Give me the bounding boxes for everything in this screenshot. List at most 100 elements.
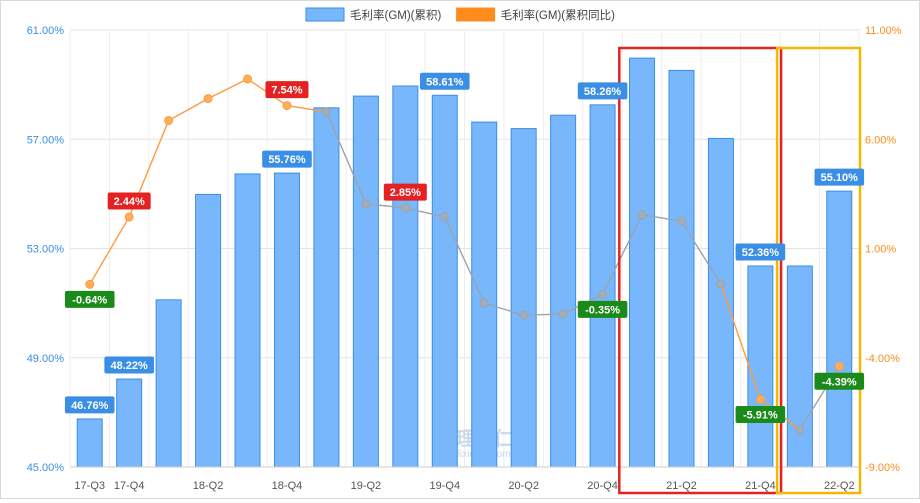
bar-gm-18-Q3 bbox=[234, 173, 261, 468]
bar-gm-21-Q4 bbox=[747, 265, 774, 468]
y-left-tick-label: 45.00% bbox=[27, 462, 65, 474]
yoy-line-segment bbox=[720, 284, 762, 400]
bar-gm-18-Q4 bbox=[273, 172, 300, 468]
yoy-line-segment bbox=[286, 104, 327, 113]
highlight-box bbox=[775, 46, 862, 495]
yoy-line-segment bbox=[484, 302, 524, 316]
point-yoy-19-Q2 bbox=[361, 199, 371, 209]
data-label-bg bbox=[265, 81, 309, 99]
bar-gm-19-Q1 bbox=[313, 107, 340, 468]
point-yoy-21-Q3 bbox=[716, 279, 726, 289]
x-tick-label: 20-Q4 bbox=[587, 480, 618, 492]
legend-label: 毛利率(GM)(累积) bbox=[350, 8, 442, 22]
yoy-line-segment bbox=[523, 313, 564, 316]
point-yoy-19-Q1 bbox=[321, 107, 331, 117]
data-label: 58.61% bbox=[426, 76, 464, 88]
data-label: -5.91% bbox=[743, 409, 778, 421]
point-yoy-17-Q4 bbox=[124, 212, 134, 222]
point-yoy-21-Q2 bbox=[676, 216, 686, 226]
bar-gm-22-Q1 bbox=[786, 265, 813, 468]
data-label-bg bbox=[64, 396, 115, 414]
point-yoy-19-Q4 bbox=[440, 212, 450, 222]
data-label-bg bbox=[735, 243, 786, 261]
yoy-line-segment bbox=[444, 216, 485, 304]
x-tick-label: 21-Q2 bbox=[666, 480, 697, 492]
bar-gm-21-Q1 bbox=[629, 57, 656, 468]
data-label: 48.22% bbox=[111, 360, 149, 372]
yoy-line-segment bbox=[405, 207, 445, 218]
y-left-tick-label: 49.00% bbox=[27, 353, 65, 365]
point-yoy-20-Q2 bbox=[519, 310, 529, 320]
point-yoy-21-Q4 bbox=[755, 394, 765, 404]
data-label: 2.44% bbox=[114, 196, 145, 208]
x-tick-label: 20-Q2 bbox=[508, 480, 539, 492]
highlight-box bbox=[618, 46, 783, 495]
y-right-tick-label: -9.00% bbox=[865, 462, 900, 474]
y-right-tick-label: -4.00% bbox=[865, 353, 900, 365]
point-yoy-18-Q4 bbox=[282, 101, 292, 111]
point-yoy-18-Q3 bbox=[243, 74, 253, 84]
point-yoy-18-Q1 bbox=[164, 115, 174, 125]
point-yoy-20-Q1 bbox=[479, 298, 489, 308]
bar-gm-20-Q4 bbox=[589, 104, 616, 468]
legend-swatch bbox=[305, 7, 345, 22]
bar-gm-22-Q2 bbox=[826, 190, 853, 468]
data-label-bg bbox=[383, 183, 427, 201]
x-tick-label: 18-Q2 bbox=[193, 480, 224, 492]
data-label-bg bbox=[577, 300, 628, 318]
bar-gm-19-Q4 bbox=[431, 94, 458, 468]
bar-gm-20-Q1 bbox=[471, 121, 498, 468]
y-left-tick-label: 61.00% bbox=[27, 25, 65, 37]
legend-label: 毛利率(GM)(累积同比) bbox=[501, 8, 616, 22]
y-right-tick-label: 11.00% bbox=[865, 25, 902, 37]
data-label: -0.35% bbox=[585, 304, 620, 316]
data-label-bg bbox=[814, 372, 865, 390]
bar-gm-17-Q3 bbox=[76, 418, 103, 468]
x-tick-label: 17-Q4 bbox=[114, 480, 145, 492]
yoy-line-segment bbox=[89, 216, 130, 285]
data-label: 55.10% bbox=[821, 172, 859, 184]
data-label: 2.85% bbox=[390, 187, 421, 199]
y-left-tick-label: 53.00% bbox=[27, 244, 65, 256]
bar-gm-17-Q4 bbox=[116, 378, 143, 468]
data-label-bg bbox=[735, 405, 786, 423]
data-label: 7.54% bbox=[271, 85, 302, 97]
yoy-line-segment bbox=[207, 78, 248, 100]
x-tick-label: 19-Q4 bbox=[429, 480, 460, 492]
bar-gm-19-Q3 bbox=[392, 85, 419, 468]
y-right-tick-label: 6.00% bbox=[865, 134, 896, 146]
x-tick-label: 22-Q2 bbox=[824, 480, 855, 492]
bar-gm-20-Q3 bbox=[550, 114, 577, 468]
data-label-bg bbox=[262, 150, 312, 168]
point-yoy-21-Q1 bbox=[637, 210, 647, 220]
point-yoy-17-Q3 bbox=[85, 279, 95, 289]
yoy-line-segment bbox=[168, 97, 209, 122]
data-label: 55.76% bbox=[268, 154, 306, 166]
y-left-tick-label: 57.00% bbox=[27, 134, 65, 146]
data-label-bg bbox=[577, 82, 628, 100]
yoy-line-segment bbox=[680, 220, 722, 285]
data-label: 58.26% bbox=[584, 86, 622, 98]
yoy-line-segment bbox=[601, 214, 643, 295]
data-label-bg bbox=[107, 192, 151, 210]
data-label-bg bbox=[64, 290, 115, 308]
bar-gm-18-Q1 bbox=[155, 299, 182, 468]
point-yoy-20-Q3 bbox=[558, 309, 568, 319]
point-yoy-19-Q3 bbox=[400, 203, 410, 213]
yoy-line-segment bbox=[641, 213, 682, 222]
point-yoy-22-Q2 bbox=[834, 361, 844, 371]
x-tick-label: 18-Q4 bbox=[272, 480, 303, 492]
data-label: 52.36% bbox=[742, 247, 780, 259]
point-yoy-22-Q1 bbox=[795, 425, 805, 435]
yoy-line-segment bbox=[365, 203, 406, 209]
bar-gm-21-Q3 bbox=[707, 137, 734, 468]
bar-gm-21-Q2 bbox=[668, 69, 695, 468]
data-label-bg bbox=[814, 168, 865, 186]
x-tick-label: 19-Q2 bbox=[351, 480, 382, 492]
data-label: -4.39% bbox=[822, 376, 857, 388]
bar-gm-18-Q2 bbox=[195, 193, 222, 468]
point-yoy-20-Q4 bbox=[598, 289, 608, 299]
data-label: -0.64% bbox=[72, 294, 107, 306]
